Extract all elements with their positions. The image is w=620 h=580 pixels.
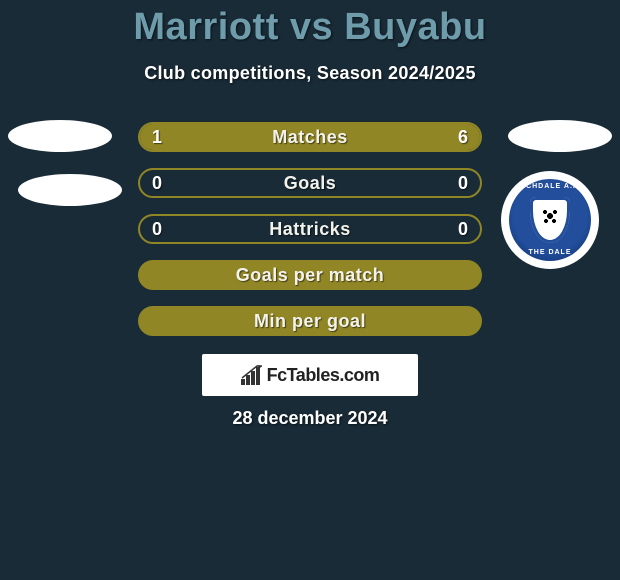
stats-bars: 1 6 Matches 0 0 Goals 0 0 Hattricks Goals per mat… [138,122,482,352]
branding-text: FcTables.com [267,365,380,386]
stat-value-right: 0 [458,216,468,242]
stat-value-right: 6 [458,124,468,150]
page-subtitle: Club competitions, Season 2024/2025 [0,63,620,84]
stat-label: Matches [272,127,348,148]
generation-date: 28 december 2024 [0,408,620,429]
stat-value-left: 0 [152,170,162,196]
stat-label: Hattricks [269,219,351,240]
stat-value-left: 1 [152,124,162,150]
player-right-club-crest: ROCHDALE A.F.C THE DALE [501,171,599,269]
player-left-club-crest [18,174,122,206]
stat-row: 0 0 Hattricks [138,214,482,244]
stat-row: 1 6 Matches [138,122,482,152]
player-left-portrait [8,120,112,152]
player-right-portrait [508,120,612,152]
stat-label: Goals per match [236,265,385,286]
stat-label: Min per goal [254,311,366,332]
stat-fill-left [140,124,189,150]
branding-box: FcTables.com [202,354,418,396]
crest-text-top: ROCHDALE A.F.C [509,183,591,190]
crest-text-bottom: THE DALE [509,249,591,256]
stat-value-left: 0 [152,216,162,242]
stat-label: Goals [284,173,337,194]
page-title: Marriott vs Buyabu [0,0,620,49]
stat-row: Min per goal [138,306,482,336]
stat-value-right: 0 [458,170,468,196]
fctables-icon [241,365,263,385]
stat-row: 0 0 Goals [138,168,482,198]
stat-row: Goals per match [138,260,482,290]
